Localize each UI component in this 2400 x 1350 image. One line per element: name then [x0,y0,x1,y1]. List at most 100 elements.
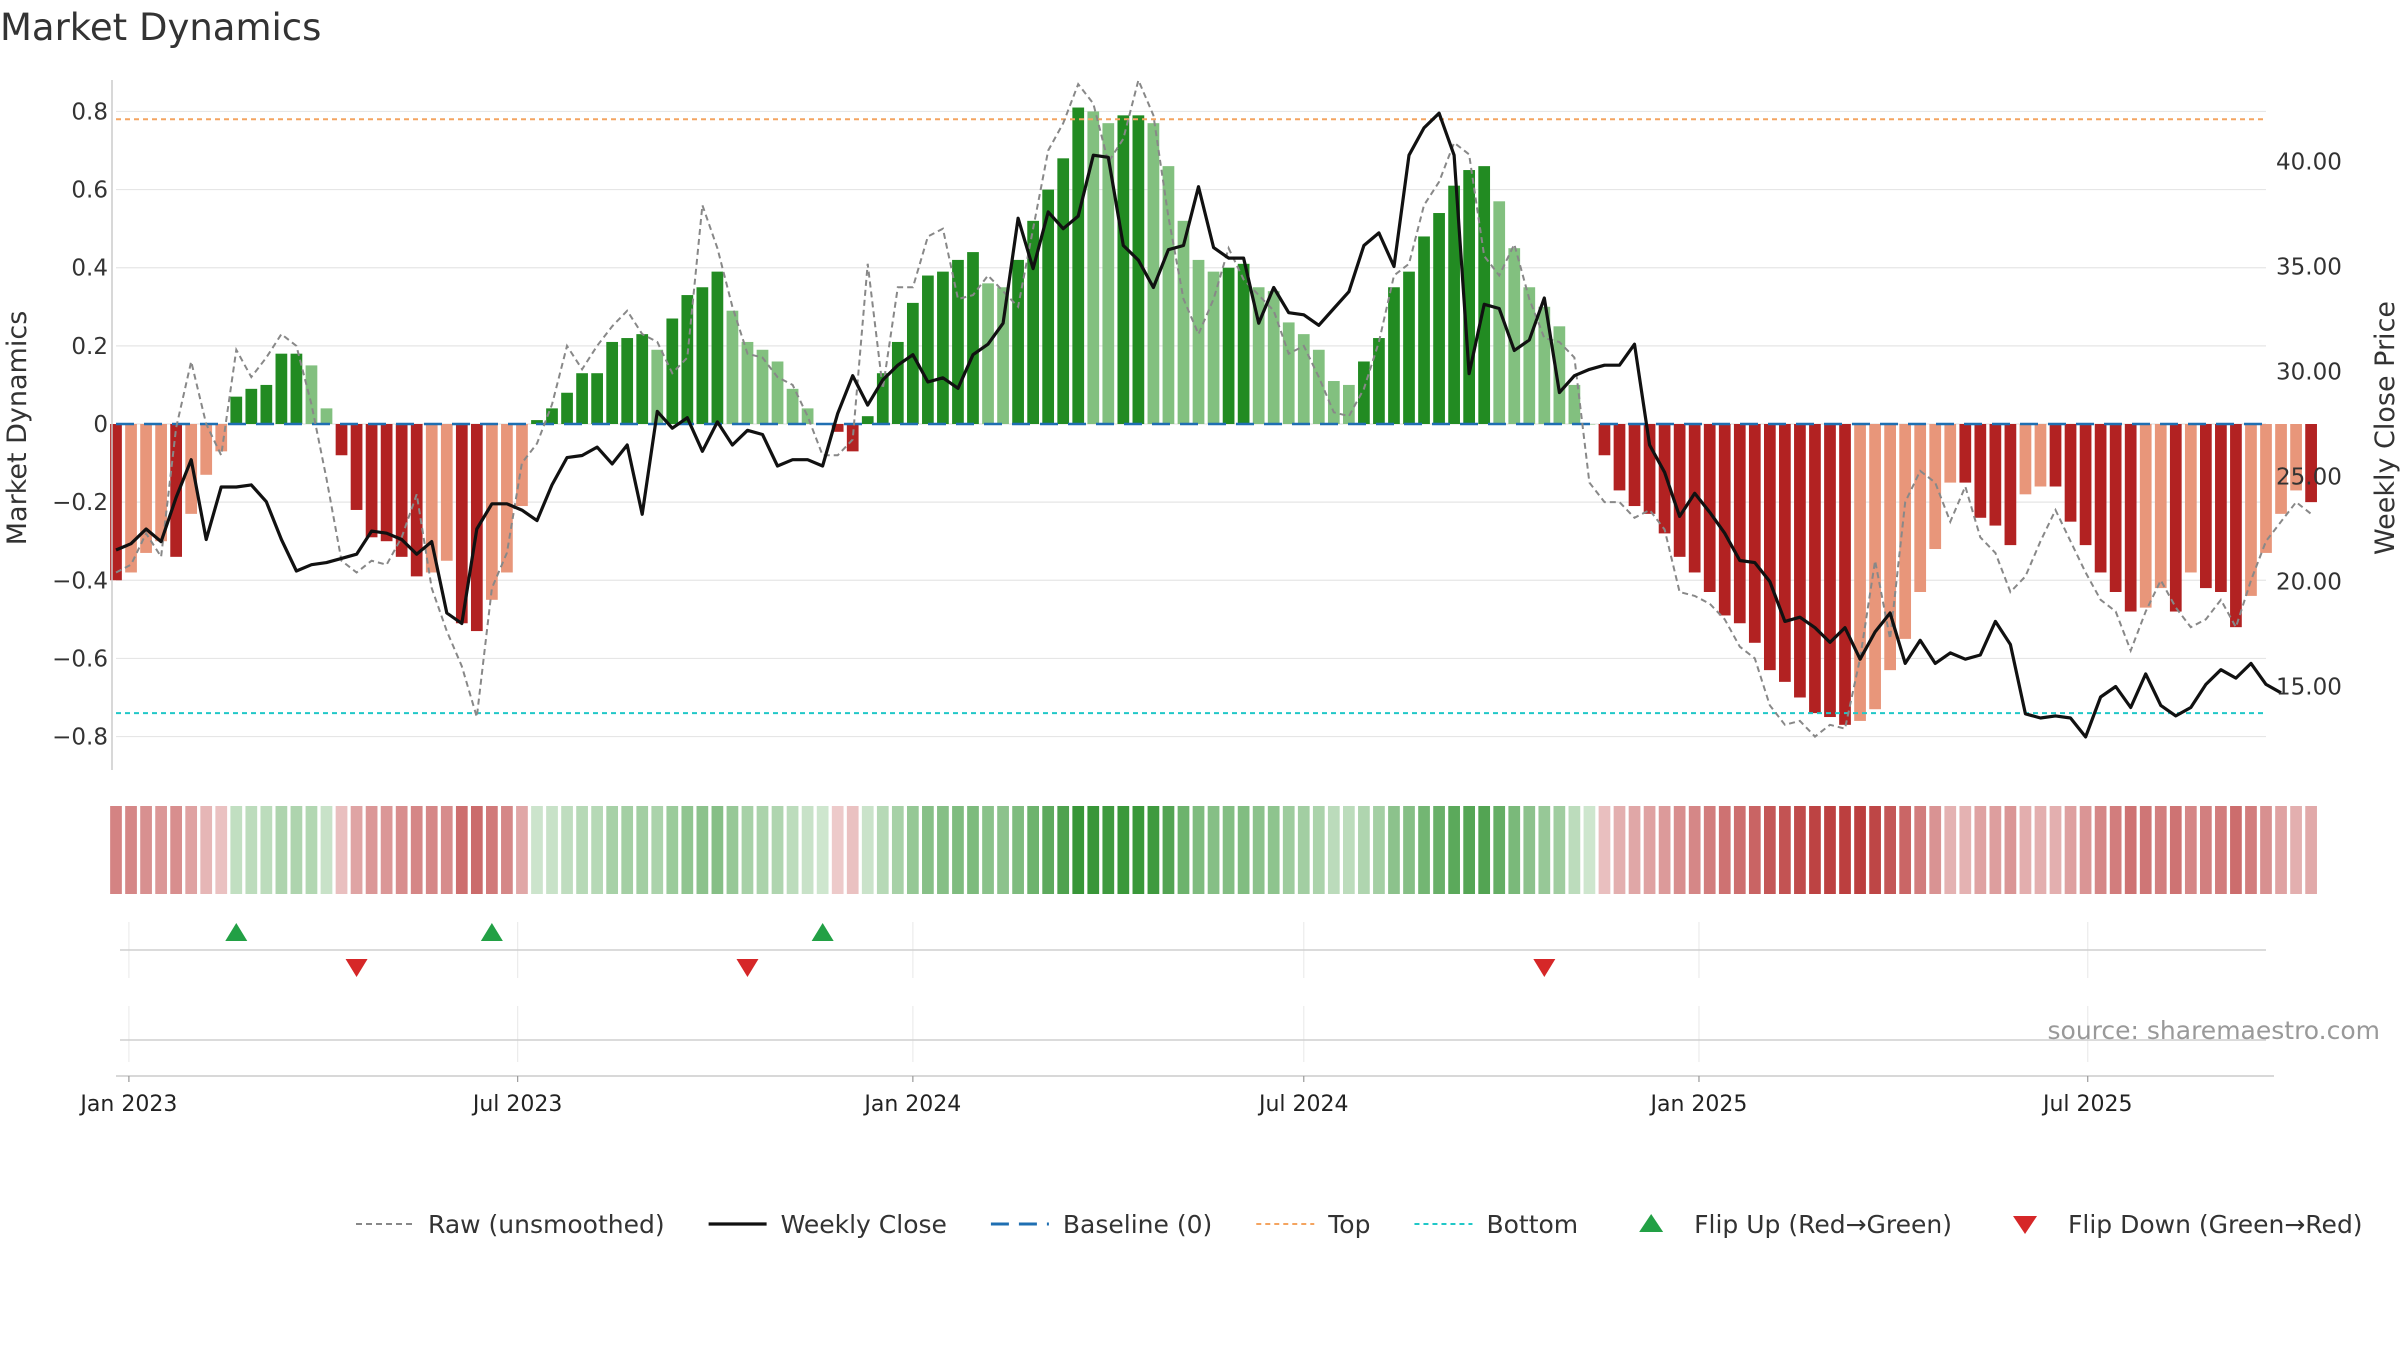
flip-down-marker [345,959,368,977]
legend: Raw (unsmoothed) Weekly Close Baseline (0)… [356,1210,2363,1239]
bar [1042,189,1055,424]
strip-cell [305,806,318,894]
legend-label: Flip Down (Green→Red) [2068,1210,2363,1239]
strip-cell [1733,806,1746,894]
bar [876,373,889,424]
strip-cell [1312,806,1325,894]
bar [2064,424,2077,522]
left-tick-label: −0.8 [52,725,108,751]
flip-panel: source: sharemaestro.com [120,922,2380,1062]
left-tick-label: 0.2 [71,334,108,360]
left-tick-label: 0 [93,412,108,438]
strip-cell [1688,806,1701,894]
bar [1824,424,1836,718]
strip-cell [1914,806,1927,894]
bar [425,424,438,573]
strip-cell [1327,806,1340,894]
legend-label: Raw (unsmoothed) [428,1210,665,1239]
legend-item: Flip Down (Green→Red) [2013,1210,2363,1239]
legend-label: Bottom [1486,1210,1578,1239]
strip-cell [1418,806,1430,894]
strip-cell [816,806,829,894]
bar [1794,424,1806,698]
strip-cell [576,806,588,894]
strip-cell [2019,806,2032,894]
strip-cell [230,806,243,894]
bar [1418,236,1430,424]
strip-cell [1057,806,1070,894]
bar [1884,424,1896,671]
bar [1207,271,1220,424]
bar [170,424,183,557]
bar [861,416,874,424]
right-tick-label: 35.00 [2276,255,2342,281]
bar [455,424,468,624]
strip-cell [1463,806,1476,894]
bar [1358,361,1370,424]
x-tick-label: Jan 2023 [78,1092,177,1117]
left-tick-label: −0.4 [52,568,108,594]
bar [395,424,408,557]
bar [305,365,318,424]
bar [185,424,198,514]
bar [1538,306,1551,424]
strip-cell [2230,806,2242,894]
strip-cell [110,806,122,894]
bar [501,424,513,573]
strip-cell [546,806,558,894]
strip-cell [1703,806,1716,894]
bar [546,408,558,424]
strip-cell [2094,806,2107,894]
flip-up-marker [480,923,503,941]
bar [621,338,634,424]
raw-line [115,77,2312,738]
strip-cell [937,806,949,894]
bar [651,349,664,424]
bar [1087,111,1100,424]
bar [1688,424,1701,573]
bar [681,295,694,424]
bar [1809,424,1821,714]
bar [2139,424,2152,608]
strip-cell [2275,806,2287,894]
bar [1463,170,1476,424]
bar [2260,424,2272,553]
bar [2184,424,2197,573]
strip-cell [140,806,152,894]
bar [1643,424,1656,514]
x-axis: Jan 2023 Jul 2023 Jan 2024 Jul 2024 Jan 2025… [78,1075,2274,1117]
strip-cell [470,806,483,894]
bar [1944,424,1957,483]
bar [1508,248,1521,424]
left-tick-label: −0.2 [52,490,108,516]
strip-cell [876,806,889,894]
bar [1718,424,1731,616]
bar [1748,424,1761,643]
strip-cell [1478,806,1491,894]
strip-cell [1508,806,1521,894]
bar [756,349,769,424]
strip-cell [1989,806,2002,894]
strip-cell [1147,806,1160,894]
bar [140,424,152,553]
bar [215,424,228,452]
bar [440,424,453,561]
strip-cell [501,806,513,894]
bar [1373,338,1385,424]
bar [2004,424,2017,546]
strip-cell [425,806,438,894]
bar [906,302,919,424]
bar [320,408,333,424]
strip-cell [846,806,859,894]
strip-cell [1613,806,1626,894]
bar [2230,424,2242,628]
strip-cell [2154,806,2167,894]
bar [967,252,979,424]
bar [1282,322,1295,424]
strip-cell [1042,806,1055,894]
strip-cell [1974,806,1987,894]
legend-flip-up-swatch [1639,1214,1664,1232]
strip-cell [666,806,679,894]
bar [531,420,543,424]
